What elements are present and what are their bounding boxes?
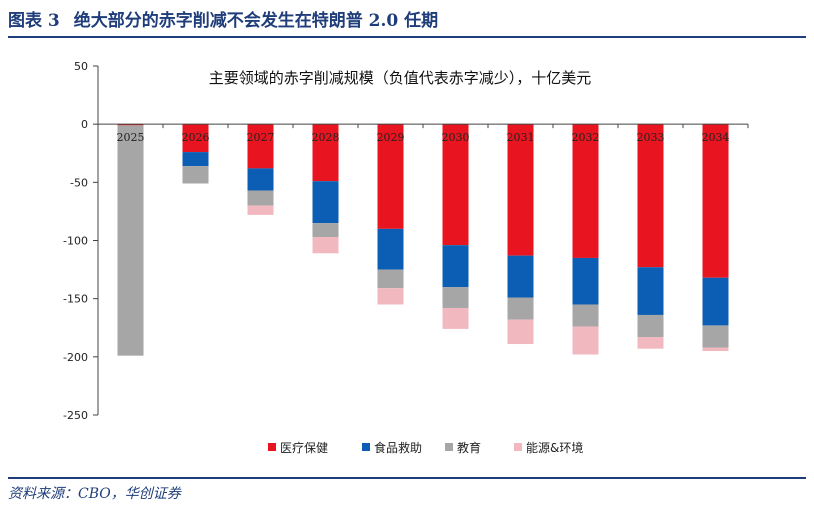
x-category-label: 2025 [117,131,145,144]
y-tick-label: -250 [63,409,88,422]
x-category-label: 2033 [637,131,665,144]
y-tick-label: 50 [74,60,88,73]
legend-swatch-2 [445,443,453,451]
header-rule [8,36,806,38]
legend-label-3: 能源&环境 [526,440,583,455]
bar-2033-series-0 [637,124,664,268]
bar-2031-series-3 [507,319,534,345]
bar-2031-series-1 [507,255,534,298]
bar-2029-series-2 [377,269,404,289]
figure-label: 图表 3 [8,10,60,31]
x-category-label: 2031 [507,131,535,144]
bar-2031-series-0 [507,124,534,256]
bar-2026-series-0 [182,124,209,153]
bar-2032-series-1 [572,257,599,305]
bar-2028-series-3 [312,237,339,254]
chart-title: 主要领域的赤字削减规模（负值代表赤字减少），十亿美元 [209,69,592,87]
bar-2025-series-0 [117,124,144,126]
bar-2026-series-2 [182,166,209,184]
y-tick-label: -150 [63,293,88,306]
bar-2033-series-2 [637,314,664,338]
bar-2029-series-0 [377,124,404,229]
footer-rule [8,477,806,479]
legend-swatch-3 [514,443,522,451]
x-category-label: 2029 [377,131,405,144]
legend-swatch-1 [362,443,370,451]
bar-2028-series-2 [312,223,339,238]
bar-2027-series-1 [247,168,274,191]
bar-2030-series-0 [442,124,469,246]
y-tick-label: -50 [70,176,88,189]
figure-title: 绝大部分的赤字削减不会发生在特朗普 2.0 任期 [73,10,439,31]
bar-2033-series-3 [637,337,664,349]
legend-label-1: 食品救助 [374,440,422,455]
x-category-label: 2027 [247,131,275,144]
bar-2030-series-2 [442,287,469,308]
y-tick-label: -100 [63,235,88,248]
bar-2034-series-0 [702,124,729,278]
bar-2029-series-3 [377,288,404,305]
bar-2031-series-2 [507,297,534,320]
bar-2029-series-1 [377,228,404,270]
bar-2027-series-2 [247,190,274,206]
legend-swatch-0 [268,443,276,451]
x-category-label: 2030 [442,131,470,144]
bar-2028-series-1 [312,181,339,224]
figure-header: 图表 3 绝大部分的赤字削减不会发生在特朗普 2.0 任期 [8,4,438,32]
x-category-label: 2028 [312,131,340,144]
bar-2026-series-1 [182,152,209,167]
y-tick-label: 0 [81,118,88,131]
y-tick-label: -200 [63,351,88,364]
bar-2030-series-3 [442,307,469,329]
x-category-label: 2026 [182,131,210,144]
bar-2028-series-0 [312,124,339,182]
bar-2032-series-2 [572,304,599,327]
bar-2033-series-1 [637,267,664,315]
bar-2032-series-0 [572,124,599,258]
bar-2032-series-3 [572,326,599,355]
source-note: 资料来源：CBO，华创证券 [8,486,181,502]
bar-2030-series-1 [442,245,469,288]
x-category-label: 2032 [572,131,600,144]
legend-label-0: 医疗保健 [280,441,328,455]
bar-2027-series-3 [247,205,274,215]
legend-label-2: 教育 [457,440,481,455]
bar-2034-series-1 [702,277,729,326]
bar-2027-series-0 [247,124,274,169]
bar-2034-series-3 [702,347,729,352]
stacked-bar-chart: 主要领域的赤字削减规模（负值代表赤字减少），十亿美元 50 0 -50 -100 -150… [63,60,749,455]
x-category-label: 2034 [702,131,730,144]
bar-2034-series-2 [702,325,729,348]
bar-2025-series-2 [117,125,144,356]
